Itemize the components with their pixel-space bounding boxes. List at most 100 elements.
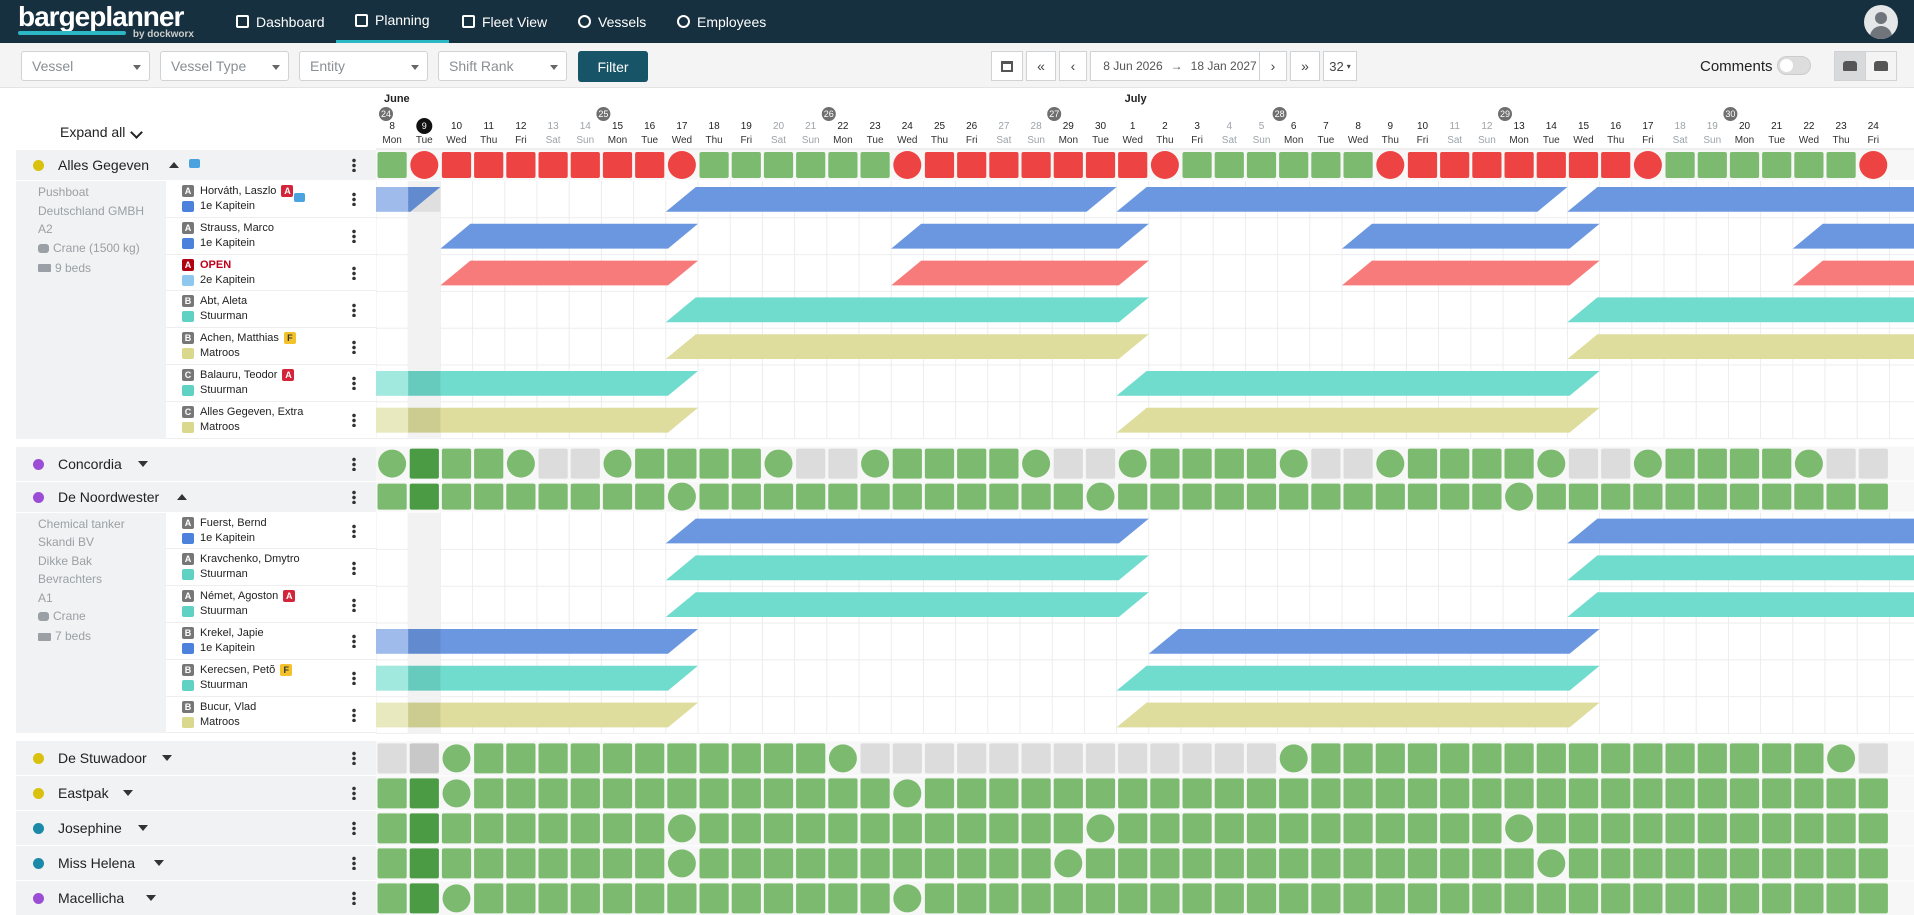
- crew-name[interactable]: Kravchenko, Dmytro: [200, 553, 300, 565]
- date-range[interactable]: 8 Jun 2026 → 18 Jan 2027: [1090, 51, 1270, 81]
- chevron-down-icon[interactable]: [122, 790, 133, 797]
- day-number: 5: [1259, 121, 1265, 132]
- crew-menu-icon[interactable]: [352, 634, 356, 649]
- crew-name[interactable]: Strauss, Marco: [200, 222, 274, 234]
- crew-row[interactable]: A OPEN 2e Kapitein: [166, 254, 376, 292]
- prev-button[interactable]: ‹: [1059, 51, 1087, 81]
- expand-all-button[interactable]: Expand all: [60, 124, 126, 140]
- calendar-picker-button[interactable]: [991, 51, 1023, 81]
- vessel-menu-icon[interactable]: [352, 891, 356, 906]
- vessel-menu-icon[interactable]: [352, 489, 356, 504]
- vessel-header-macellicha[interactable]: Macellicha: [16, 881, 376, 915]
- crew-name[interactable]: Balauru, Teodor A: [200, 369, 295, 381]
- crew-menu-icon[interactable]: [352, 560, 356, 575]
- nav-fleet-view[interactable]: Fleet View: [462, 0, 547, 43]
- nav-employees[interactable]: Employees: [677, 0, 766, 43]
- shift-bar-blue: [376, 629, 698, 654]
- comments-toggle[interactable]: [1777, 56, 1811, 75]
- crew-menu-icon[interactable]: [352, 192, 356, 207]
- crew-menu-icon[interactable]: [352, 265, 356, 280]
- crew-menu-icon[interactable]: [352, 229, 356, 244]
- nav-planning[interactable]: Planning: [336, 0, 449, 43]
- crew-name[interactable]: Achen, Matthias F: [200, 332, 296, 345]
- vessel-menu-icon[interactable]: [352, 856, 356, 871]
- zoom-select[interactable]: 32 ▾: [1323, 51, 1357, 81]
- crew-row[interactable]: B Achen, Matthias F Matroos: [166, 328, 376, 365]
- week-badge: [1723, 107, 1738, 121]
- chevron-down-icon[interactable]: [161, 755, 172, 762]
- vessel-type-select[interactable]: Vessel Type: [160, 51, 289, 81]
- crew-name[interactable]: Német, Agoston A: [200, 590, 296, 603]
- status-cell: [796, 152, 826, 178]
- comment-icon[interactable]: [189, 159, 201, 168]
- crew-menu-icon[interactable]: [352, 302, 356, 317]
- crew-name[interactable]: Fuerst, Bernd: [200, 517, 267, 529]
- crew-row[interactable]: B Bucur, Vlad Matroos: [166, 696, 376, 734]
- status-cell: [1053, 483, 1083, 510]
- vessel-menu-icon[interactable]: [352, 751, 356, 766]
- crew-view-button[interactable]: [1865, 51, 1897, 81]
- crew-menu-icon[interactable]: [352, 376, 356, 391]
- crew-row[interactable]: C Alles Gegeven, Extra Matroos: [166, 401, 376, 439]
- crew-menu-icon[interactable]: [352, 707, 356, 722]
- crew-name[interactable]: Alles Gegeven, Extra: [200, 406, 303, 418]
- crew-name[interactable]: Abt, Aleta: [200, 295, 247, 307]
- crew-row[interactable]: A Német, Agoston A Stuurman: [166, 586, 376, 623]
- crew-row[interactable]: A Strauss, Marco 1e Kapitein: [166, 217, 376, 255]
- crew-row[interactable]: A Kravchenko, Dmytro Stuurman: [166, 549, 376, 587]
- jump-back-button[interactable]: «: [1026, 51, 1056, 81]
- crew-row[interactable]: B Krekel, Japie 1e Kapitein: [166, 623, 376, 660]
- crew-row[interactable]: B Abt, Aleta Stuurman: [166, 291, 376, 329]
- chevron-down-icon[interactable]: [146, 895, 156, 902]
- vessel-header-de-noordwester[interactable]: De Noordwester: [16, 481, 376, 512]
- status-circle: [1633, 449, 1662, 478]
- crew-row[interactable]: A Horváth, Laszlo A 1e Kapitein: [166, 181, 376, 218]
- vessel-menu-icon[interactable]: [352, 821, 356, 836]
- vessel-menu-icon[interactable]: [352, 158, 356, 172]
- vessel-header-miss-helena[interactable]: Miss Helena: [16, 846, 376, 881]
- crew-menu-icon[interactable]: [352, 339, 356, 354]
- vessel-header-alles-gegeven[interactable]: Alles Gegeven: [16, 150, 376, 180]
- status-cell: [924, 813, 955, 844]
- vessel-view-button[interactable]: [1834, 51, 1866, 81]
- status-cell: [1021, 883, 1051, 914]
- people-icon: [1874, 61, 1888, 71]
- chevron-up-icon[interactable]: [177, 493, 188, 500]
- vessel-select[interactable]: Vessel: [21, 51, 150, 81]
- jump-forward-button[interactable]: »: [1290, 51, 1320, 81]
- status-cell: [1794, 483, 1824, 510]
- user-avatar[interactable]: [1864, 5, 1898, 39]
- next-button[interactable]: ›: [1259, 51, 1287, 81]
- brand-logo[interactable]: bargeplanner by dockworx: [18, 2, 194, 40]
- crew-name[interactable]: Krekel, Japie: [200, 627, 264, 639]
- chevron-down-icon[interactable]: [138, 825, 149, 832]
- status-cell: [1279, 778, 1309, 809]
- crew-name[interactable]: OPEN: [200, 259, 231, 271]
- shift-rank-select[interactable]: Shift Rank: [438, 51, 567, 81]
- chevron-down-icon[interactable]: [153, 860, 164, 867]
- chevron-up-icon[interactable]: [169, 162, 180, 168]
- crew-name[interactable]: Kerecsen, Petõ F: [200, 663, 293, 676]
- entity-select[interactable]: Entity: [299, 51, 428, 81]
- crew-menu-icon[interactable]: [352, 413, 356, 428]
- nav-vessels[interactable]: Vessels: [578, 0, 646, 43]
- vessel-header-concordia[interactable]: Concordia: [16, 446, 376, 481]
- comment-icon[interactable]: [294, 193, 305, 202]
- crew-menu-icon[interactable]: [352, 597, 356, 612]
- crew-name[interactable]: Horváth, Laszlo A: [200, 185, 294, 197]
- vessel-header-de-stuwadoor[interactable]: De Stuwadoor: [16, 741, 376, 776]
- vessel-menu-icon[interactable]: [352, 456, 356, 471]
- crew-menu-icon[interactable]: [352, 523, 356, 538]
- chevron-down-icon[interactable]: [138, 460, 149, 467]
- nav-dashboard[interactable]: Dashboard: [236, 0, 325, 43]
- crew-row[interactable]: B Kerecsen, Petõ F Stuurman: [166, 659, 376, 697]
- vessel-header-josephine[interactable]: Josephine: [16, 811, 376, 846]
- vessel-menu-icon[interactable]: [352, 786, 356, 801]
- filter-button[interactable]: Filter: [578, 51, 648, 82]
- crew-row[interactable]: C Balauru, Teodor A Stuurman: [166, 365, 376, 402]
- crew-row[interactable]: A Fuerst, Bernd 1e Kapitein: [166, 512, 376, 550]
- vessel-header-eastpak[interactable]: Eastpak: [16, 776, 376, 811]
- crew-name[interactable]: Bucur, Vlad: [200, 701, 256, 713]
- crew-menu-icon[interactable]: [352, 671, 356, 686]
- status-cell: [1633, 813, 1663, 844]
